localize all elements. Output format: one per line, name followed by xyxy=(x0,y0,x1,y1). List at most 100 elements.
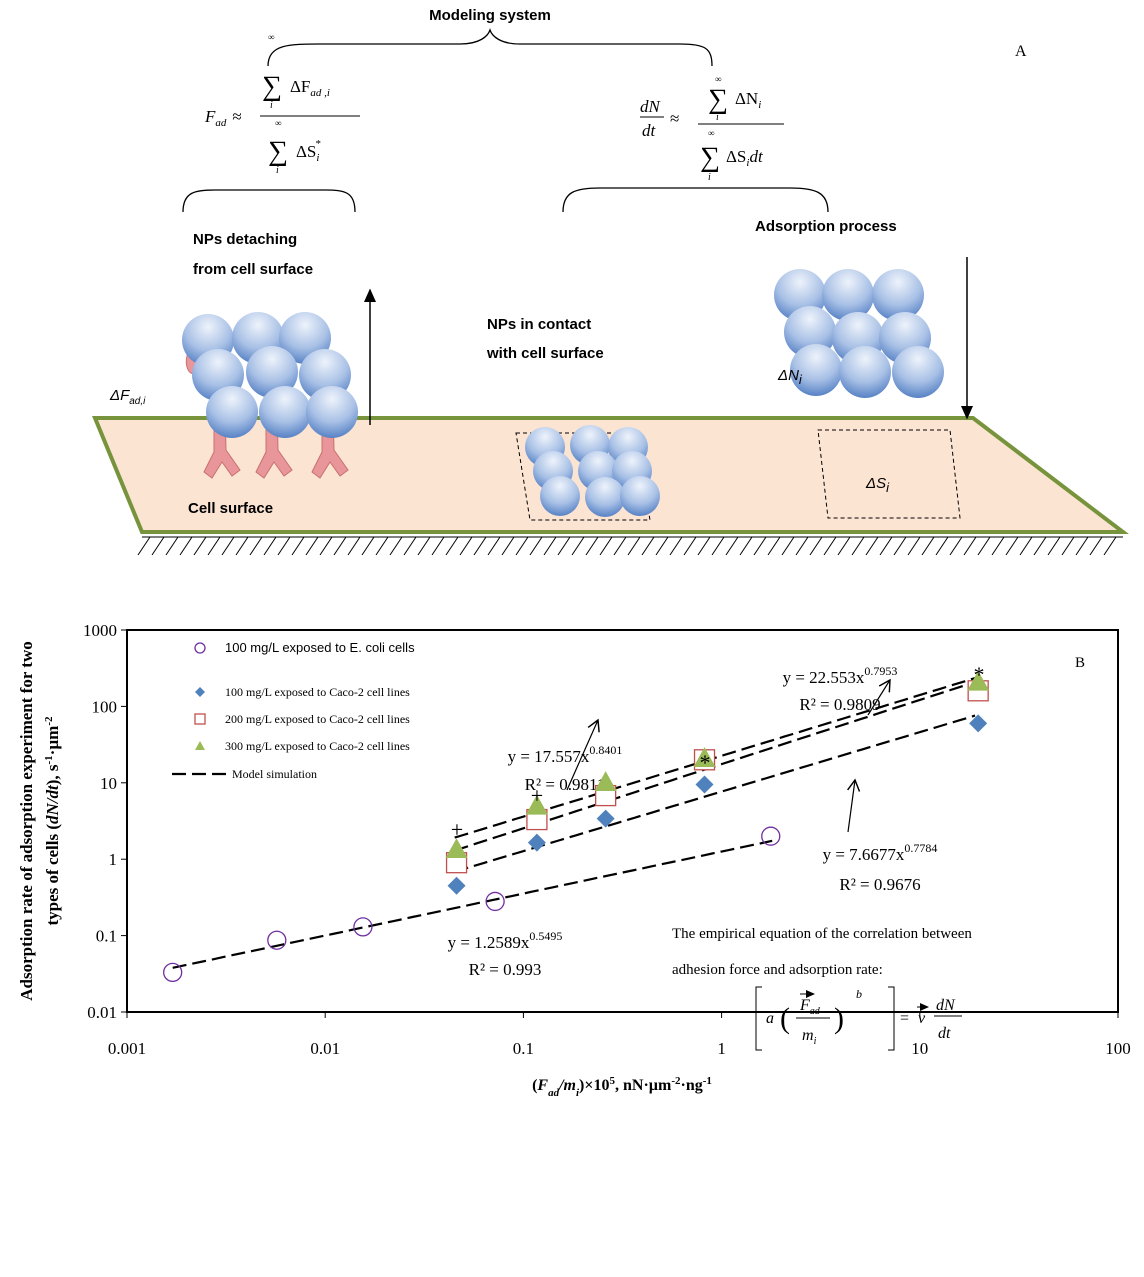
hatch-line xyxy=(978,537,990,555)
hatch-line xyxy=(292,537,304,555)
hatch-line xyxy=(768,537,780,555)
formula-part: i xyxy=(758,99,761,111)
hatch-line xyxy=(152,537,164,555)
formula-part: ΔNi xyxy=(735,89,761,111)
hatch-line xyxy=(824,537,836,555)
label: NPs detaching xyxy=(193,231,297,248)
chart: B The empirical equation of the correlat… xyxy=(17,621,1131,1099)
hatch-line xyxy=(852,537,864,555)
fit-equation-part: y = 22.553x xyxy=(783,668,865,687)
formula-left: Fad≈ ∞ ∑ i ΔFad ,i ∞ ∑ i ΔSi* xyxy=(204,32,360,176)
hatch-line xyxy=(908,537,920,555)
hatch-line xyxy=(810,537,822,555)
symbol-part: ΔF xyxy=(109,387,130,404)
formula-part: dt xyxy=(642,121,657,140)
hatch-line xyxy=(376,537,388,555)
fit-equation-part: y = 1.2589x xyxy=(448,933,530,952)
y-tick-label: 1 xyxy=(109,850,118,869)
formula-part: ≈ xyxy=(670,109,679,128)
y-tick-label: 0.01 xyxy=(87,1003,117,1022)
formula-part: ∞ xyxy=(268,32,274,42)
formula-part: dt xyxy=(749,147,764,166)
formula-part: i xyxy=(316,152,319,164)
x-axis-title-part: /m xyxy=(558,1077,576,1094)
nanoparticle xyxy=(822,269,874,321)
hatch-line xyxy=(348,537,360,555)
hatch-line xyxy=(362,537,374,555)
fit-r2: R² = 0.9676 xyxy=(839,875,920,894)
formula-text: Fad≈ xyxy=(204,107,242,129)
x-tick-label: 1 xyxy=(717,1039,726,1058)
hatch-line xyxy=(1048,537,1060,555)
hatch-line xyxy=(208,537,220,555)
hatch-line xyxy=(1020,537,1032,555)
formula-part: ) xyxy=(834,1002,844,1035)
hatch-line xyxy=(894,537,906,555)
symbol: ΔFad,i xyxy=(109,387,146,407)
note: adhesion force and adsorption rate: xyxy=(672,962,883,978)
hatch-line xyxy=(726,537,738,555)
nanoparticle xyxy=(620,476,660,516)
brace xyxy=(183,190,355,212)
x-axis-title-part: -1 xyxy=(703,1075,712,1087)
hatch-line xyxy=(698,537,710,555)
formula-part: ad xyxy=(810,1006,821,1017)
formula-right: dN dt ≈ ∞ ∑ i ΔNi ∞ ∑ i ΔSidt xyxy=(640,74,784,183)
panel-label: A xyxy=(1015,43,1027,60)
hatch-line xyxy=(432,537,444,555)
significance-mark: * xyxy=(700,750,711,775)
hatch-line xyxy=(278,537,290,555)
hatch-line xyxy=(964,537,976,555)
hatch-line xyxy=(516,537,528,555)
nanoparticle xyxy=(892,346,944,398)
legend-label: 100 mg/L exposed to E. coli cells xyxy=(225,640,415,655)
fit-exponent: 0.7953 xyxy=(864,664,897,678)
x-tick-label: 10 xyxy=(911,1039,928,1058)
y-tick-label: 1000 xyxy=(83,621,117,640)
hatch-line xyxy=(446,537,458,555)
formula-part: ∑ xyxy=(700,142,720,173)
hatch-line xyxy=(320,537,332,555)
hatch-line xyxy=(712,537,724,555)
formula-part: i xyxy=(276,165,279,176)
fit-equation-part: y = 7.6677x xyxy=(823,845,905,864)
formula-part: dN xyxy=(936,997,956,1014)
hatch-line xyxy=(1104,537,1116,555)
formula-part: ad xyxy=(215,117,227,129)
formula-part: a xyxy=(766,1010,774,1027)
hatch-line xyxy=(670,537,682,555)
formula-part: ad ,i xyxy=(310,87,330,99)
formula-part: ∞ xyxy=(275,118,281,128)
hatch-line xyxy=(530,537,542,555)
hatch-line xyxy=(866,537,878,555)
page: Modeling system A Fad≈ ∞ ∑ i ΔFad ,i ∞ ∑… xyxy=(0,0,1144,1277)
significance-mark: + xyxy=(531,783,543,808)
hatch-line xyxy=(642,537,654,555)
hatch-line xyxy=(922,537,934,555)
brace xyxy=(563,188,828,212)
y-axis-title-part: types of cells ( xyxy=(43,824,62,926)
note: The empirical equation of the correlatio… xyxy=(672,926,972,942)
label: Cell surface xyxy=(188,500,273,517)
x-tick-label: 100 xyxy=(1105,1039,1131,1058)
formula-part: mi xyxy=(802,1027,817,1047)
hatch-line xyxy=(572,537,584,555)
y-tick-label: 10 xyxy=(100,774,117,793)
formula-part: ∑ xyxy=(268,136,288,167)
x-tick-label: 0.01 xyxy=(310,1039,340,1058)
hatch-line xyxy=(600,537,612,555)
formula-part: i xyxy=(270,100,273,111)
hatch-line xyxy=(474,537,486,555)
x-tick-label: 0.001 xyxy=(108,1039,146,1058)
bracket xyxy=(268,30,712,66)
x-axis-title-part: )×10 xyxy=(579,1077,609,1094)
formula-part: dt xyxy=(938,1025,951,1042)
hatch-line xyxy=(390,537,402,555)
formula-part: ΔS xyxy=(726,147,746,166)
hatch-line xyxy=(404,537,416,555)
y-axis-title: Adsorption rate of adsorption experiment… xyxy=(17,641,36,1000)
hatching xyxy=(138,537,1123,555)
formula-part: ( xyxy=(780,1002,790,1035)
y-tick-label: 0.1 xyxy=(96,927,117,946)
nanoparticle xyxy=(306,386,358,438)
